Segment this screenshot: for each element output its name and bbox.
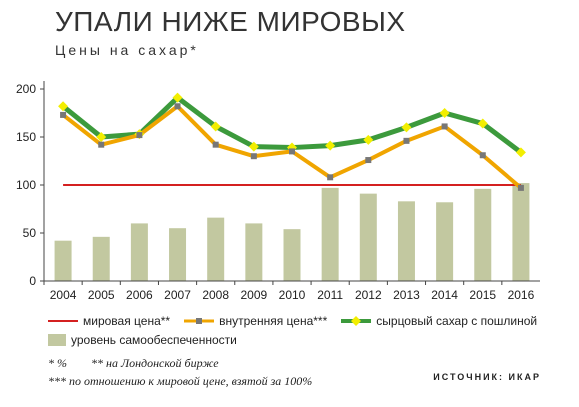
legend-item-world-price: мировая цена** <box>48 314 170 328</box>
point-domestic-2009 <box>250 153 257 160</box>
point-domestic-2015 <box>479 152 486 159</box>
legend-label-domestic: внутренняя цена*** <box>219 314 328 328</box>
legend-swatch-world-price <box>48 320 78 322</box>
legend-swatch-raw-sugar <box>341 316 372 326</box>
x-tick-label-2013: 2013 <box>393 288 420 302</box>
x-tick-label-2006: 2006 <box>126 288 153 302</box>
point-raw-sugar-2011 <box>325 140 336 151</box>
footnote-2: *** по отношению к мировой цене, взятой … <box>48 374 313 388</box>
legend-label-world-price: мировая цена** <box>83 314 171 328</box>
y-tick-label-200: 200 <box>16 82 36 96</box>
bar-self-sufficiency-2011 <box>321 187 339 281</box>
x-tick-label-2015: 2015 <box>469 288 496 302</box>
point-raw-sugar-2005 <box>96 132 107 142</box>
x-tick-label-2016: 2016 <box>508 288 535 302</box>
legend-item-raw-sugar: сырцовый сахар с пошлиной <box>341 314 537 328</box>
x-tick-label-2004: 2004 <box>50 288 77 302</box>
x-tick-label-2007: 2007 <box>164 288 191 302</box>
bar-self-sufficiency-2015 <box>474 188 492 281</box>
legend-swatch-domestic <box>184 318 215 324</box>
y-tick-label-150: 150 <box>16 130 36 144</box>
bar-self-sufficiency-2009 <box>245 223 263 281</box>
point-domestic-2010 <box>289 148 295 155</box>
point-domestic-2005 <box>98 141 105 148</box>
x-tick-label-2005: 2005 <box>88 288 115 302</box>
legend-item-self-sufficiency: уровень самообеспеченности <box>48 333 237 347</box>
point-raw-sugar-2009 <box>248 141 259 152</box>
point-domestic-2004 <box>60 111 67 118</box>
bar-self-sufficiency-2014 <box>436 202 454 281</box>
footnote-1: * % ** на Лондонской бирже <box>48 356 219 371</box>
chart-title: УПАЛИ НИЖЕ МИРОВЫХ <box>55 6 406 37</box>
bar-self-sufficiency-2008 <box>207 217 225 281</box>
point-raw-sugar-2004 <box>58 101 69 112</box>
bar-self-sufficiency-2005 <box>92 236 110 281</box>
bar-self-sufficiency-2006 <box>130 223 148 281</box>
x-tick-label-2012: 2012 <box>355 288 382 302</box>
footnote-percent: * % <box>48 356 67 370</box>
point-raw-sugar-2014 <box>439 108 450 118</box>
point-raw-sugar-2013 <box>401 122 412 133</box>
point-raw-sugar-2012 <box>363 134 374 145</box>
legend-swatch-self-sufficiency <box>48 334 66 346</box>
legend-label-self-sufficiency: уровень самообеспеченности <box>71 333 237 347</box>
bar-self-sufficiency-2010 <box>283 229 301 281</box>
point-raw-sugar-2007 <box>172 92 183 103</box>
y-tick-label-50: 50 <box>23 226 37 240</box>
footnote-london: ** на Лондонской бирже <box>91 356 219 370</box>
legend-item-domestic: внутренняя цена*** <box>184 314 327 328</box>
bar-self-sufficiency-2004 <box>54 240 72 281</box>
bar-self-sufficiency-2012 <box>359 193 377 281</box>
point-domestic-2011 <box>327 174 334 181</box>
bar-self-sufficiency-2016 <box>512 183 530 281</box>
point-domestic-2006 <box>136 132 143 139</box>
point-domestic-2012 <box>365 157 372 164</box>
x-tick-label-2014: 2014 <box>431 288 458 302</box>
y-tick-label-0: 0 <box>29 274 36 288</box>
x-tick-label-2011: 2011 <box>317 288 343 302</box>
point-raw-sugar-2008 <box>210 121 221 132</box>
legend-label-raw-sugar: сырцовый сахар с пошлиной <box>376 314 538 328</box>
x-tick-label-2009: 2009 <box>240 288 267 302</box>
x-tick-label-2010: 2010 <box>279 288 306 302</box>
source-label: ИСТОЧНИК: ИКАР <box>433 372 541 382</box>
chart-subtitle: Цены на сахар* <box>55 42 199 58</box>
point-domestic-2014 <box>441 123 448 130</box>
point-raw-sugar-2016 <box>515 147 526 158</box>
point-domestic-2007 <box>174 103 181 110</box>
y-tick-label-100: 100 <box>16 178 36 192</box>
bar-self-sufficiency-2013 <box>397 201 415 281</box>
x-tick-label-2008: 2008 <box>202 288 229 302</box>
point-domestic-2008 <box>212 141 219 148</box>
point-domestic-2016 <box>517 184 524 191</box>
point-raw-sugar-2015 <box>477 118 488 129</box>
bar-self-sufficiency-2007 <box>169 228 187 281</box>
point-domestic-2013 <box>403 137 410 144</box>
